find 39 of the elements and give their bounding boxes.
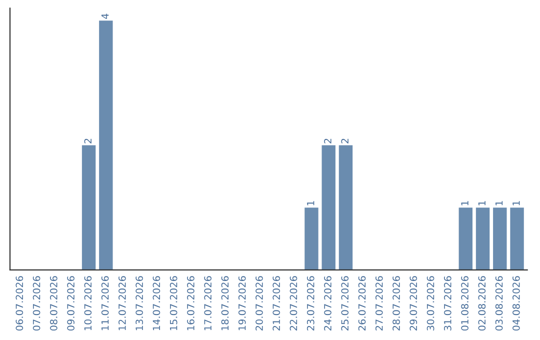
x-tick-label: 06.07.2026 <box>16 276 24 331</box>
x-tick-label: 03.08.2026 <box>495 276 503 331</box>
x-tick-label: 21.07.2026 <box>272 276 280 330</box>
x-tick-label: 10.07.2026 <box>84 276 92 330</box>
x-tick-label: 19.07.2026 <box>238 276 246 330</box>
x-tick-label: 20.07.2026 <box>256 276 263 330</box>
x-tick-label: 26.07.2026 <box>358 276 366 330</box>
x-tick-label: 24.07.2026 <box>324 276 332 330</box>
x-tick-label: 15.07.2026 <box>170 276 178 330</box>
data-label: 1 <box>512 201 520 206</box>
x-tick-label: 07.07.2026 <box>32 276 40 331</box>
data-label: 2 <box>84 138 92 144</box>
x-tick-label: 17.07.2026 <box>204 276 212 330</box>
x-tick-label: 02.08.2026 <box>478 276 486 331</box>
x-tick-label: 30.07.2026 <box>426 276 434 330</box>
x-tick-label: 22.07.2026 <box>290 276 298 330</box>
x-tick-label: 13.07.2026 <box>136 276 143 330</box>
x-tick-label: 16.07.2026 <box>187 276 194 330</box>
data-label: 1 <box>478 201 486 206</box>
data-label: 1 <box>461 201 468 206</box>
x-tick-label: 11.07.2026 <box>101 276 109 330</box>
data-label: 2 <box>324 138 332 144</box>
x-tick-label: 28.07.2026 <box>392 276 400 330</box>
data-label: 1 <box>495 201 503 206</box>
x-tick-label: 14.07.2026 <box>152 276 160 330</box>
x-tick-label: 27.07.2026 <box>375 276 383 330</box>
data-label: 4 <box>102 14 109 19</box>
x-tick-label: 29.07.2026 <box>410 276 418 330</box>
x-tick-label: 25.07.2026 <box>341 276 349 330</box>
data-label: 2 <box>341 138 348 144</box>
x-tick-label: 23.07.2026 <box>306 276 314 330</box>
x-tick-label: 18.07.2026 <box>221 276 229 330</box>
x-tick-label: 12.07.2026 <box>118 276 126 330</box>
x-tick-label: 31.07.2026 <box>444 276 452 330</box>
data-label: 1 <box>307 201 314 206</box>
x-tick-label: 09.07.2026 <box>67 276 74 331</box>
x-tick-label: 04.08.2026 <box>512 276 520 331</box>
x-tick-label: 08.07.2026 <box>50 276 58 331</box>
x-tick-label: 01.08.2026 <box>461 276 468 331</box>
